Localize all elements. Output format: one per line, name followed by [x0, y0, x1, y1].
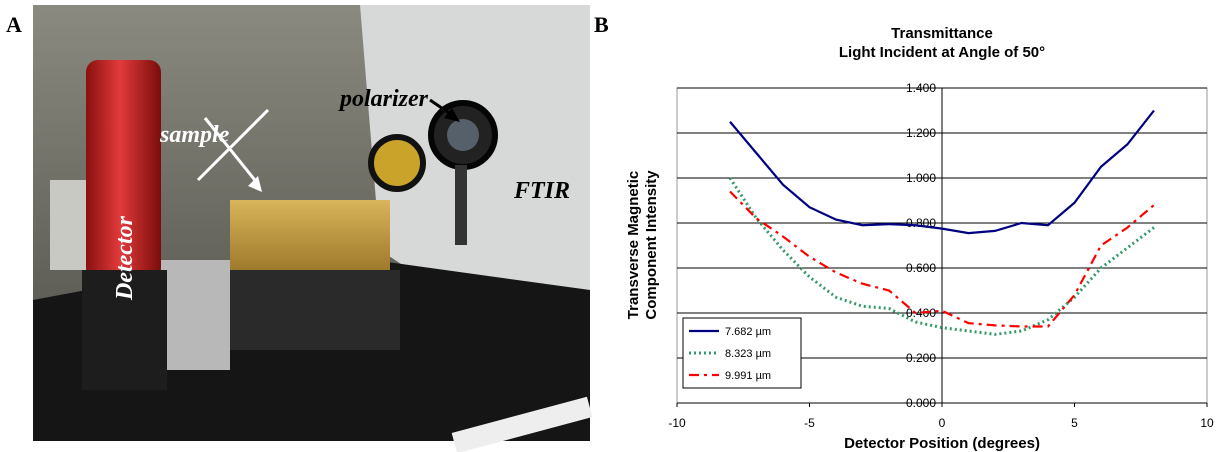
y-tick-label: 1.200	[906, 126, 936, 140]
x-axis-label: Detector Position (degrees)	[844, 435, 1040, 452]
y-axis-label: Transverse Magnetic	[625, 171, 642, 319]
data-line	[729, 109, 1155, 235]
x-tick-label: -10	[668, 416, 686, 430]
y-tick-label: 1.000	[906, 171, 936, 185]
y-tick-label: 0.200	[906, 351, 936, 365]
photo-label: polarizer	[338, 86, 429, 112]
chart-title: Light Incident at Angle of 50°	[839, 44, 1045, 61]
chart-title: Transmittance	[891, 25, 993, 42]
x-tick-label: 0	[939, 416, 946, 430]
legend-label: 9.991 µm	[725, 370, 771, 382]
y-axis-label: Component Intensity	[643, 170, 660, 320]
x-tick-label: 10	[1200, 416, 1214, 430]
y-tick-label: 0.600	[906, 261, 936, 275]
legend-label: 8.323 µm	[725, 348, 771, 360]
photo-label: FTIR	[513, 178, 570, 204]
legend-box	[682, 317, 802, 389]
data-line	[729, 190, 1155, 328]
x-tick-label: 5	[1071, 416, 1078, 430]
photo-label: sample	[159, 122, 230, 148]
photo: sample polarizer Detector FTIR	[33, 5, 593, 452]
x-tick-label: -5	[804, 416, 815, 430]
panel-label: A	[6, 12, 22, 37]
y-tick-label: 1.400	[906, 81, 936, 95]
panel-label: B	[594, 12, 609, 37]
legend-label: 7.682 µm	[725, 326, 771, 338]
photo-label: Detector	[112, 215, 138, 301]
